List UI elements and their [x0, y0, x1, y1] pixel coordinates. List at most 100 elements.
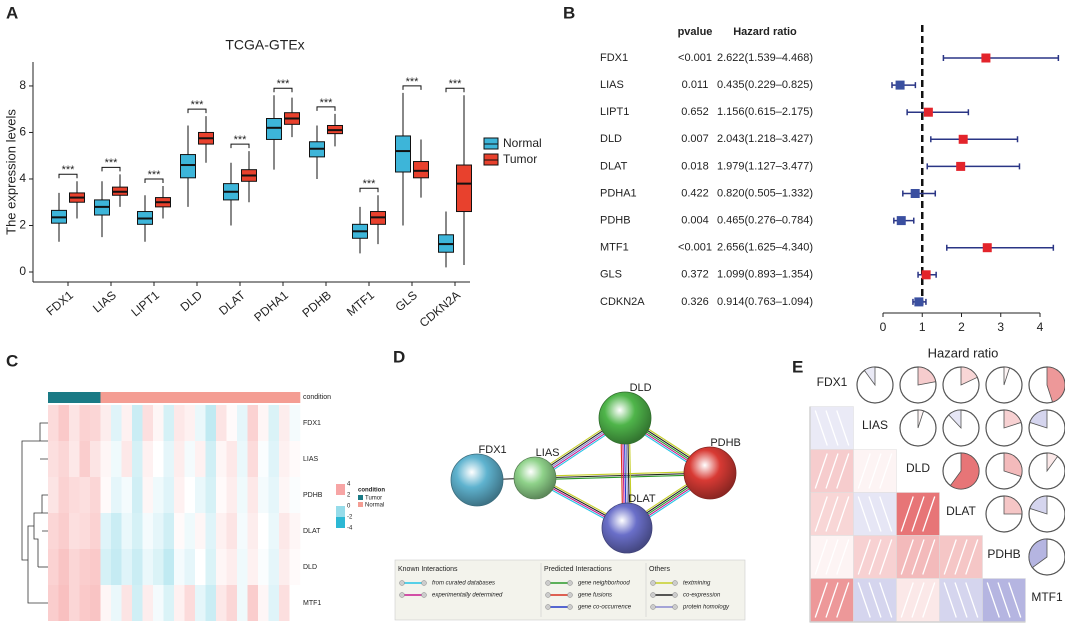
- condition-bar: [121, 392, 133, 403]
- legend-title: Known Interactions: [398, 566, 458, 573]
- heatmap-cell: [90, 585, 101, 621]
- variable-label: LIAS: [862, 418, 888, 432]
- significance-bracket: [316, 106, 336, 111]
- hazard-ratio-point: [956, 161, 966, 171]
- heatmap-cell: [226, 513, 238, 549]
- heatmap-cell: [163, 549, 175, 585]
- condition-bar: [174, 392, 185, 403]
- heatmap-cell: [90, 477, 101, 513]
- heatmap-cell: [184, 549, 196, 585]
- heatmap-cell: [163, 405, 175, 441]
- gene-label: DLAT: [600, 160, 628, 172]
- significance-label: ***: [449, 78, 463, 90]
- gene-label: PDHA1: [600, 187, 637, 199]
- confidence-interval: [930, 136, 1019, 143]
- hatch-line: [814, 496, 828, 532]
- legend-dot: [672, 604, 678, 610]
- x-tick-label: 0: [880, 320, 887, 334]
- significance-bracket: [58, 173, 78, 179]
- confidence-interval: [926, 163, 1021, 170]
- hazard-ratio-point: [982, 243, 992, 253]
- hatch-line: [836, 539, 850, 575]
- color-scale-label: -2: [347, 515, 353, 521]
- color-scale: [336, 506, 345, 517]
- heatmap-cell: [258, 585, 269, 621]
- hatch-line: [836, 453, 850, 489]
- network-edge: [535, 474, 711, 481]
- condition-bar: [58, 392, 70, 403]
- heatmap-cell: [111, 585, 122, 621]
- variable-label: PDHB: [987, 547, 1020, 561]
- significance-label: ***: [363, 178, 377, 190]
- variable-label: DLAT: [946, 504, 976, 518]
- hatch-line: [868, 453, 882, 489]
- color-scale-label: -4: [347, 526, 353, 532]
- pie-slice: [1029, 495, 1048, 515]
- legend-swatch: [358, 502, 363, 507]
- gene-label: CDKN2A: [600, 296, 645, 308]
- legend-dot: [545, 580, 551, 586]
- heatmap-cell: [184, 477, 196, 513]
- hazard-ratio-point: [896, 216, 906, 226]
- legend-dot: [545, 604, 551, 610]
- condition-bar: [100, 392, 112, 403]
- heatmap-cell: [226, 585, 238, 621]
- hazard-ratio-label: 2.622(1.539–4.468): [717, 52, 813, 64]
- heatmap-cell: [163, 513, 175, 549]
- pie-slice: [948, 409, 962, 430]
- heatmap-cell: [174, 477, 185, 513]
- chart-title: TCGA-GTEx: [225, 37, 304, 53]
- pie-slice: [1003, 366, 1011, 386]
- hatch-line: [836, 582, 850, 618]
- hatch-line: [954, 539, 968, 575]
- hazard-ratio-point: [895, 80, 905, 90]
- heatmap-cell: [142, 549, 154, 585]
- heatmap-cell: [121, 549, 133, 585]
- heatmap-cell: [121, 585, 133, 621]
- hatch-line: [825, 582, 839, 618]
- row-label: MTF1: [303, 600, 321, 607]
- legend-dot: [567, 592, 573, 598]
- heatmap-cell: [111, 477, 122, 513]
- heatmap-cell: [100, 549, 112, 585]
- heatmap-cell: [58, 441, 70, 477]
- heatmap-cell: [79, 441, 91, 477]
- heatmap-cell: [132, 477, 143, 513]
- hazard-ratio-point: [914, 297, 924, 307]
- pie-slice: [917, 409, 925, 429]
- color-scale: [336, 495, 345, 506]
- heatmap-cell: [79, 477, 91, 513]
- hatch-line: [911, 539, 925, 575]
- condition-bar: [216, 392, 227, 403]
- hatch-line: [836, 410, 850, 446]
- hatch-line: [868, 539, 882, 575]
- significance-bracket: [445, 87, 465, 93]
- hatch-line: [922, 539, 936, 575]
- column-header: Hazard ratio: [733, 26, 797, 38]
- network-edge: [534, 470, 710, 477]
- pvalue: 0.326: [681, 296, 709, 308]
- hatch-line: [986, 582, 1000, 618]
- variable-label: DLD: [906, 461, 930, 475]
- legend-label: co-expression: [683, 593, 721, 599]
- heatmap-cell: [121, 441, 133, 477]
- network-node: [683, 446, 737, 500]
- legend-label: Tumor: [365, 496, 382, 502]
- hazard-ratio-point: [923, 107, 933, 117]
- pvalue: <0.001: [678, 242, 712, 254]
- heatmap-cell: [289, 513, 301, 549]
- hatch-line: [1008, 582, 1022, 618]
- legend-label: textmining: [683, 581, 711, 587]
- heatmap-cell: [58, 585, 70, 621]
- heatmap-cell: [289, 549, 301, 585]
- legend-title: Predicted Interactions: [544, 566, 612, 573]
- hatch-line: [954, 582, 968, 618]
- heatmap-cell: [205, 585, 217, 621]
- gene-label: PDHB: [600, 215, 631, 227]
- network-edge: [534, 472, 711, 479]
- heatmap-cell: [48, 549, 59, 585]
- hatch-line: [857, 539, 871, 575]
- legend-label: gene co-occurrence: [578, 605, 632, 611]
- heatmap-cell: [69, 549, 80, 585]
- heatmap-cell: [195, 585, 206, 621]
